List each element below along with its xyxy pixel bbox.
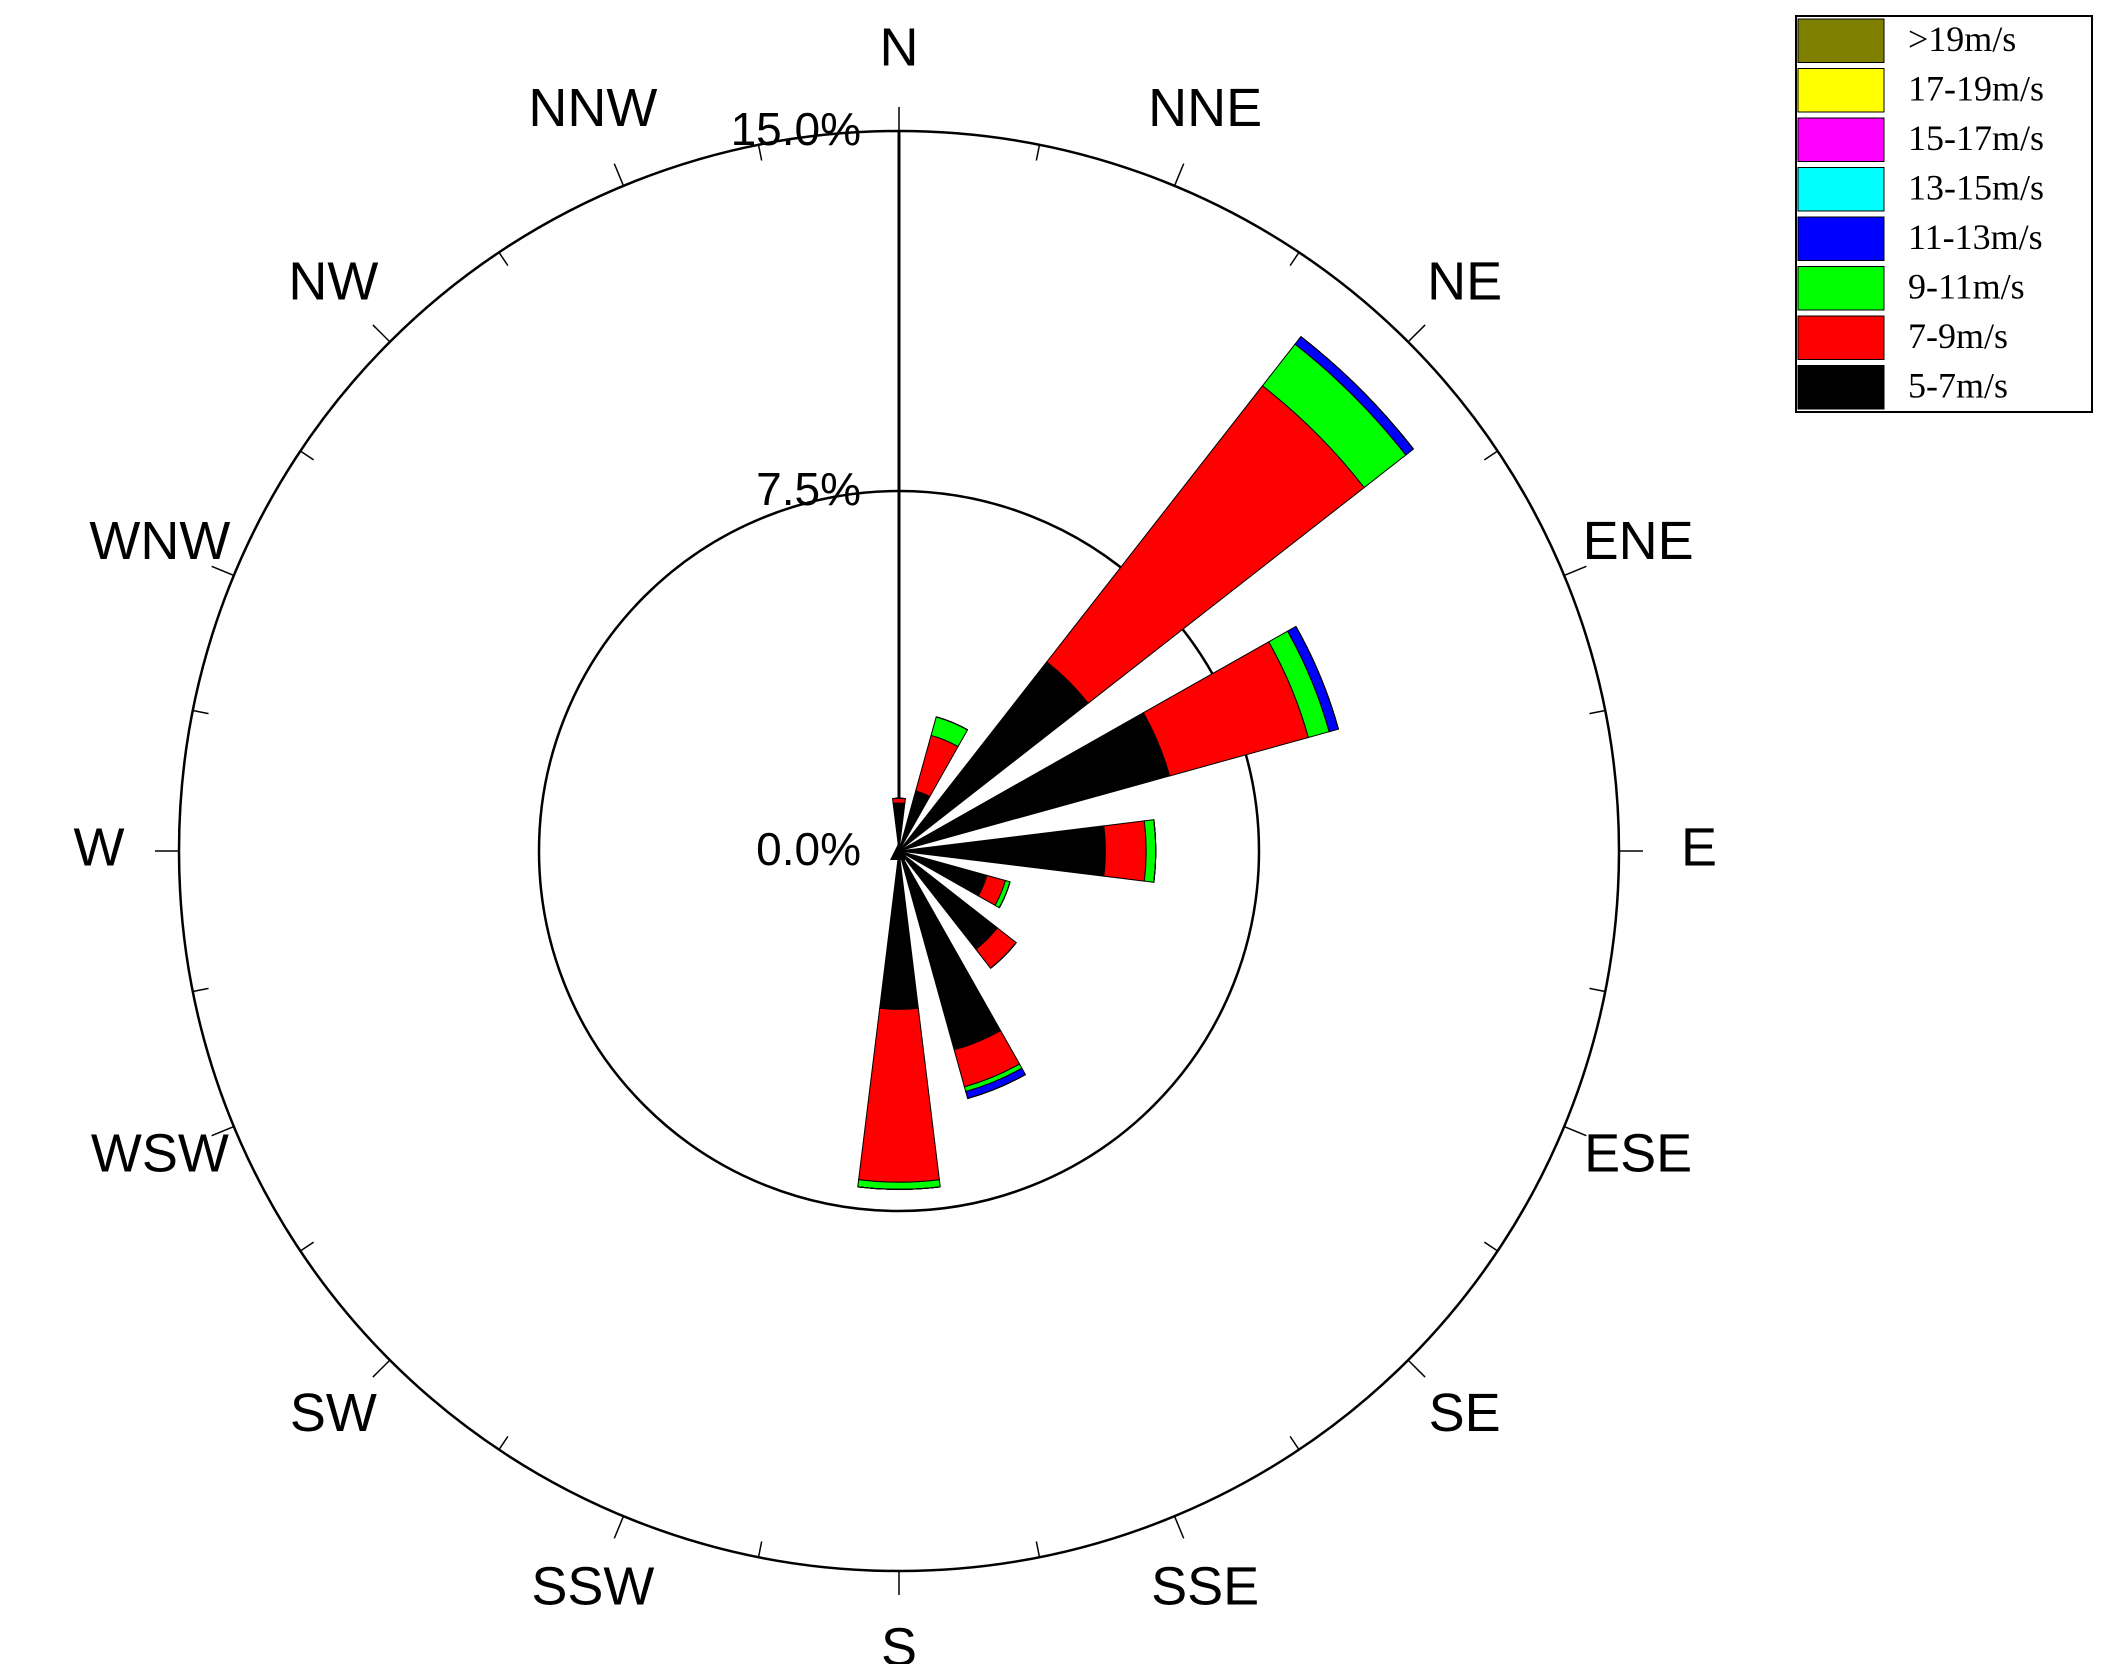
legend-swatch <box>1797 18 1885 63</box>
wind-segment <box>1300 336 1414 450</box>
wind-segment <box>858 1007 940 1183</box>
wind-segment <box>1103 820 1147 882</box>
r-tick-label: 0.0% <box>756 823 861 875</box>
direction-label: WNW <box>89 511 230 571</box>
legend-label: 7-9m/s <box>1908 316 2008 356</box>
direction-tick <box>1407 1359 1426 1378</box>
r-tick-label: 15.0% <box>731 103 861 155</box>
direction-label: SSW <box>531 1556 654 1616</box>
direction-label: ENE <box>1583 511 1694 571</box>
direction-label: N <box>880 17 919 77</box>
legend-label: 17-19m/s <box>1908 69 2044 109</box>
direction-tick <box>498 1435 509 1451</box>
direction-tick <box>1563 565 1587 577</box>
direction-tick <box>1563 1125 1587 1137</box>
legend-label: 9-11m/s <box>1908 267 2025 307</box>
direction-label: W <box>74 817 125 877</box>
direction-tick <box>192 709 209 715</box>
direction-tick <box>372 1359 391 1378</box>
direction-tick <box>1035 144 1041 161</box>
direction-tick <box>211 1125 235 1137</box>
direction-label: SW <box>290 1383 377 1443</box>
direction-tick <box>757 144 763 161</box>
wind-segment <box>1143 819 1157 883</box>
direction-tick <box>1289 1435 1300 1451</box>
direction-label: NW <box>288 252 378 312</box>
direction-label: ESE <box>1584 1123 1692 1183</box>
direction-tick <box>299 1241 315 1252</box>
legend-label: 5-7m/s <box>1908 366 2008 406</box>
wind-segment <box>936 716 968 731</box>
direction-label: NNW <box>528 78 657 138</box>
direction-tick <box>211 565 235 577</box>
direction-tick <box>1589 987 1606 993</box>
legend-label: 11-13m/s <box>1908 217 2043 257</box>
direction-tick <box>613 163 625 187</box>
direction-tick <box>372 324 391 343</box>
direction-tick <box>1483 1241 1499 1252</box>
wind-segment <box>892 797 906 804</box>
direction-label: E <box>1681 817 1717 877</box>
direction-label: WSW <box>91 1123 229 1183</box>
direction-tick <box>613 1515 625 1539</box>
direction-tick <box>299 450 315 461</box>
wind-segment <box>967 1074 1026 1099</box>
direction-tick <box>1483 450 1499 461</box>
legend-swatch <box>1797 117 1885 162</box>
legend-swatch <box>1797 266 1885 311</box>
direction-label: NE <box>1427 252 1502 312</box>
wind-segment <box>1153 819 1157 883</box>
legend-swatch <box>1797 365 1885 410</box>
direction-tick <box>1289 251 1300 267</box>
direction-tick <box>1589 709 1606 715</box>
legend-label: 15-17m/s <box>1908 118 2044 158</box>
legend-swatch <box>1797 68 1885 113</box>
direction-tick <box>1173 1515 1185 1539</box>
legend-label: 13-15m/s <box>1908 168 2044 208</box>
wind-segment <box>998 881 1011 908</box>
direction-label: NNE <box>1148 78 1262 138</box>
legend-swatch <box>1797 315 1885 360</box>
direction-tick <box>498 251 509 267</box>
direction-tick <box>1035 1541 1041 1558</box>
direction-tick <box>757 1541 763 1558</box>
direction-label: SSE <box>1151 1556 1259 1616</box>
direction-label: S <box>881 1617 917 1664</box>
legend-swatch <box>1797 216 1885 261</box>
direction-tick <box>1173 163 1185 187</box>
direction-tick <box>1407 324 1426 343</box>
direction-tick <box>192 987 209 993</box>
direction-label: SE <box>1429 1383 1501 1443</box>
legend-label: >19m/s <box>1908 19 2016 59</box>
r-tick-label: 7.5% <box>756 463 861 515</box>
legend-swatch <box>1797 167 1885 212</box>
